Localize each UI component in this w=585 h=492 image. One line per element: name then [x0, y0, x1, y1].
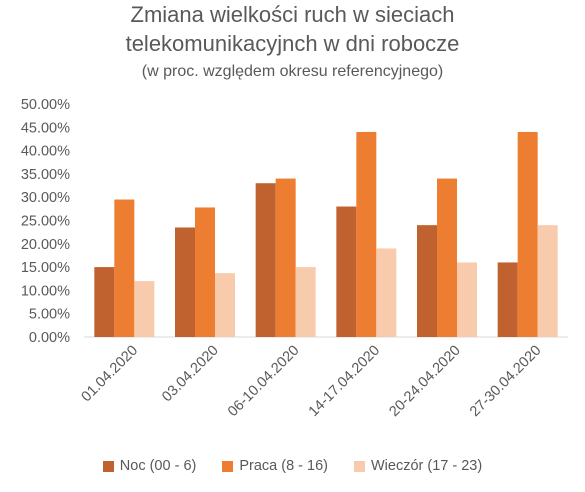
bar-praca — [114, 199, 135, 337]
bar-praca — [275, 178, 296, 337]
bar-wieczor — [295, 267, 316, 337]
bar-wieczor — [134, 281, 155, 337]
bar-wieczor — [215, 273, 235, 337]
chart-subtitle: (w proc. względem okresu referencyjnego) — [141, 63, 444, 80]
chart-title-line2: telekomunikacyjnch w dni robocze — [125, 31, 460, 56]
legend-item-noc: Noc (00 - 6) — [102, 458, 197, 474]
x-tick-label: 03.04.2020 — [159, 343, 222, 406]
legend: Noc (00 - 6) Praca (8 - 16) Wieczór (17 … — [0, 458, 585, 474]
y-tick-label: 20.00% — [21, 237, 70, 253]
x-tick-label: 14-17.04.2020 — [306, 343, 383, 420]
bar-noc — [336, 206, 357, 337]
y-tick-label: 50.00% — [21, 97, 70, 113]
bar-praca — [356, 131, 377, 337]
y-tick-label: 35.00% — [21, 167, 70, 183]
y-tick-label: 5.00% — [29, 307, 70, 323]
x-tick-label: 27-30.04.2020 — [467, 343, 544, 420]
chart-title-line1: Zmiana wielkości ruch w sieciach — [130, 2, 455, 27]
y-tick-label: 25.00% — [21, 214, 70, 230]
y-tick-label: 15.00% — [21, 260, 70, 276]
y-tick-label: 45.00% — [21, 120, 70, 136]
bar-wieczor — [376, 248, 397, 337]
y-tick-label: 0.00% — [29, 330, 70, 346]
y-tick-label: 40.00% — [21, 144, 70, 160]
bar-praca — [195, 207, 215, 337]
bar-wieczor — [537, 225, 558, 337]
legend-swatch-praca — [222, 460, 234, 472]
x-tick-label: 01.04.2020 — [79, 343, 142, 406]
bar-chart: 0.00% 5.00% 10.00% 15.00% 20.00% 25.00% 30.00%… — [21, 97, 568, 420]
legend-label-praca: Praca (8 - 16) — [239, 458, 328, 474]
legend-item-praca: Praca (8 - 16) — [222, 458, 328, 474]
bar-noc — [175, 227, 195, 337]
legend-swatch-noc — [102, 460, 114, 472]
x-tick-label: 06-10.04.2020 — [225, 343, 302, 420]
legend-swatch-wieczor — [354, 460, 365, 472]
y-tick-label: 10.00% — [21, 283, 70, 299]
bar-wieczor — [457, 262, 477, 337]
legend-label-wieczor: Wieczór (17 - 23) — [371, 458, 483, 474]
bar-noc — [497, 262, 518, 337]
legend-item-wieczor: Wieczór (17 - 23) — [354, 458, 482, 474]
legend-label-noc: Noc (00 - 6) — [119, 458, 197, 474]
bar-noc — [94, 267, 115, 337]
bar-praca — [517, 131, 538, 337]
x-tick-label: 20-24.04.2020 — [386, 343, 463, 420]
bar-noc — [255, 183, 276, 337]
y-tick-label: 30.00% — [21, 190, 70, 206]
bar-noc — [417, 225, 437, 337]
bar-praca — [437, 178, 457, 337]
